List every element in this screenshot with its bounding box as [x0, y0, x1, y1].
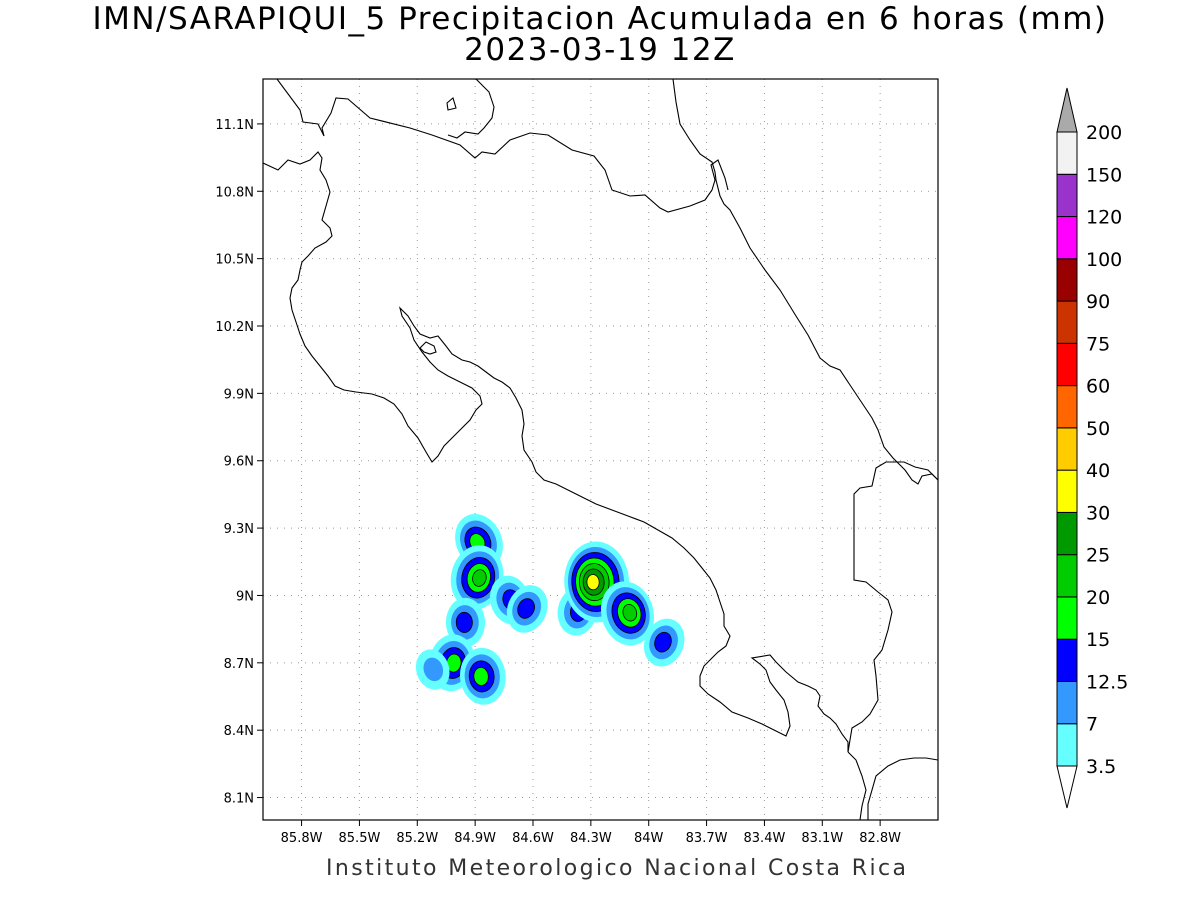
colorbar-bottom-arrow [1056, 765, 1078, 809]
panama-border [847, 461, 938, 753]
precip-contour [517, 598, 535, 619]
coastline-layer [263, 79, 938, 820]
plot-frame [262, 78, 939, 821]
precip-contour [455, 611, 473, 633]
chart-title: IMN/SARAPIQUI_5 Precipitacion Acumulada … [0, 4, 1200, 66]
colorbar-label: 12.5 [1086, 671, 1128, 693]
footer-credit: Instituto Meteorologico Nacional Costa R… [326, 856, 909, 881]
colorbar-swatch [1056, 216, 1078, 260]
colorbar-label: 25 [1086, 545, 1110, 567]
colorbar-swatch [1056, 469, 1078, 513]
colorbar-swatch [1056, 131, 1078, 175]
grid-lines [263, 79, 938, 820]
lat-tick-label: 11.1N [215, 118, 254, 133]
lat-tick-label: 9N [236, 589, 254, 604]
colorbar-swatch [1056, 258, 1078, 302]
lon-tick-label: 83.4W [744, 831, 786, 846]
lat-tick-label: 8.7N [224, 657, 254, 672]
precip-cell [600, 581, 655, 646]
precip-contour [622, 604, 638, 622]
lon-tick-label: 82.8W [859, 831, 901, 846]
colorbar-label: 90 [1086, 291, 1110, 313]
lat-tick-label: 8.4N [224, 724, 254, 739]
title-line-2: 2023-03-19 12Z [464, 32, 736, 68]
colorbar-label: 200 [1086, 122, 1122, 144]
colorbar-label: 30 [1086, 502, 1110, 524]
colorbar-top-arrow [1056, 87, 1078, 133]
lon-tick-label: 85.2W [396, 831, 438, 846]
lon-tick-label: 85.8W [281, 831, 323, 846]
precip-contour [654, 631, 672, 653]
colorbar-swatch [1056, 680, 1078, 725]
colorbar-swatch [1056, 173, 1078, 218]
colorbar-label: 3.5 [1086, 756, 1116, 778]
precip-contour [473, 666, 489, 686]
precipitation-contours [415, 513, 685, 705]
colorbar-label: 50 [1086, 418, 1110, 440]
colorbar-label: 7 [1086, 714, 1098, 736]
lon-tick-label: 84.3W [570, 831, 612, 846]
lake-island [446, 97, 457, 111]
colorbar-label: 15 [1086, 629, 1110, 651]
colorbar-swatch [1056, 427, 1078, 471]
colorbar-swatch [1056, 342, 1078, 387]
precip-contour [472, 569, 487, 587]
axis-ticks: 85.8W 85.5W 85.2W 84.9W 84.6W 84.3W 84W 83.7W 83… [215, 118, 901, 846]
colorbar-swatch [1056, 638, 1078, 682]
lon-tick-label: 84W [634, 831, 664, 846]
inland-lake [419, 341, 437, 355]
caribbean-coast [672, 79, 938, 485]
lon-tick-label: 83.7W [686, 831, 728, 846]
precip-cell [415, 649, 450, 690]
lon-tick-label: 83.1W [801, 831, 843, 846]
colorbar-label: 75 [1086, 333, 1110, 355]
lat-tick-label: 9.3N [224, 522, 254, 537]
colorbar-swatch [1056, 385, 1078, 429]
colorbar-swatch [1056, 511, 1078, 556]
nicaragua-border-west [276, 79, 729, 213]
colorbar-swatch [1056, 596, 1078, 640]
colorbar-label: 100 [1086, 249, 1122, 271]
precip-cell [506, 585, 548, 633]
colorbar-label: 120 [1086, 207, 1122, 229]
lat-tick-label: 8.1N [224, 792, 254, 807]
colorbar-label: 20 [1086, 587, 1110, 609]
precip-contour [423, 657, 444, 682]
colorbar-label: 150 [1086, 164, 1122, 186]
pacific-coast-south [263, 151, 849, 752]
colorbar-swatch [1056, 723, 1078, 767]
burica-peninsula [847, 751, 867, 820]
lat-tick-label: 10.8N [215, 185, 254, 200]
precip-cell [643, 618, 685, 667]
lat-tick-label: 9.9N [224, 387, 254, 402]
colorbar-swatch [1056, 300, 1078, 344]
precip-contour [586, 574, 600, 591]
colorbar-label: 40 [1086, 460, 1110, 482]
precip-cell [460, 647, 506, 705]
lon-tick-label: 84.9W [454, 831, 496, 846]
burica-east [867, 757, 938, 820]
lat-tick-label: 10.5N [215, 253, 254, 268]
colorbar-swatch [1056, 554, 1078, 598]
lon-tick-label: 84.6W [512, 831, 554, 846]
lat-tick-label: 10.2N [215, 320, 254, 335]
title-line-1: IMN/SARAPIQUI_5 Precipitacion Acumulada … [92, 1, 1108, 37]
lat-tick-label: 9.6N [224, 455, 254, 470]
colorbar-label: 60 [1086, 376, 1110, 398]
lon-tick-label: 85.5W [339, 831, 381, 846]
colorbar-legend: 3.5 7 12.5 15 20 25 30 40 50 60 75 90 100 120 150 200 [1056, 87, 1128, 809]
nicaragua-north-coast [447, 79, 495, 139]
